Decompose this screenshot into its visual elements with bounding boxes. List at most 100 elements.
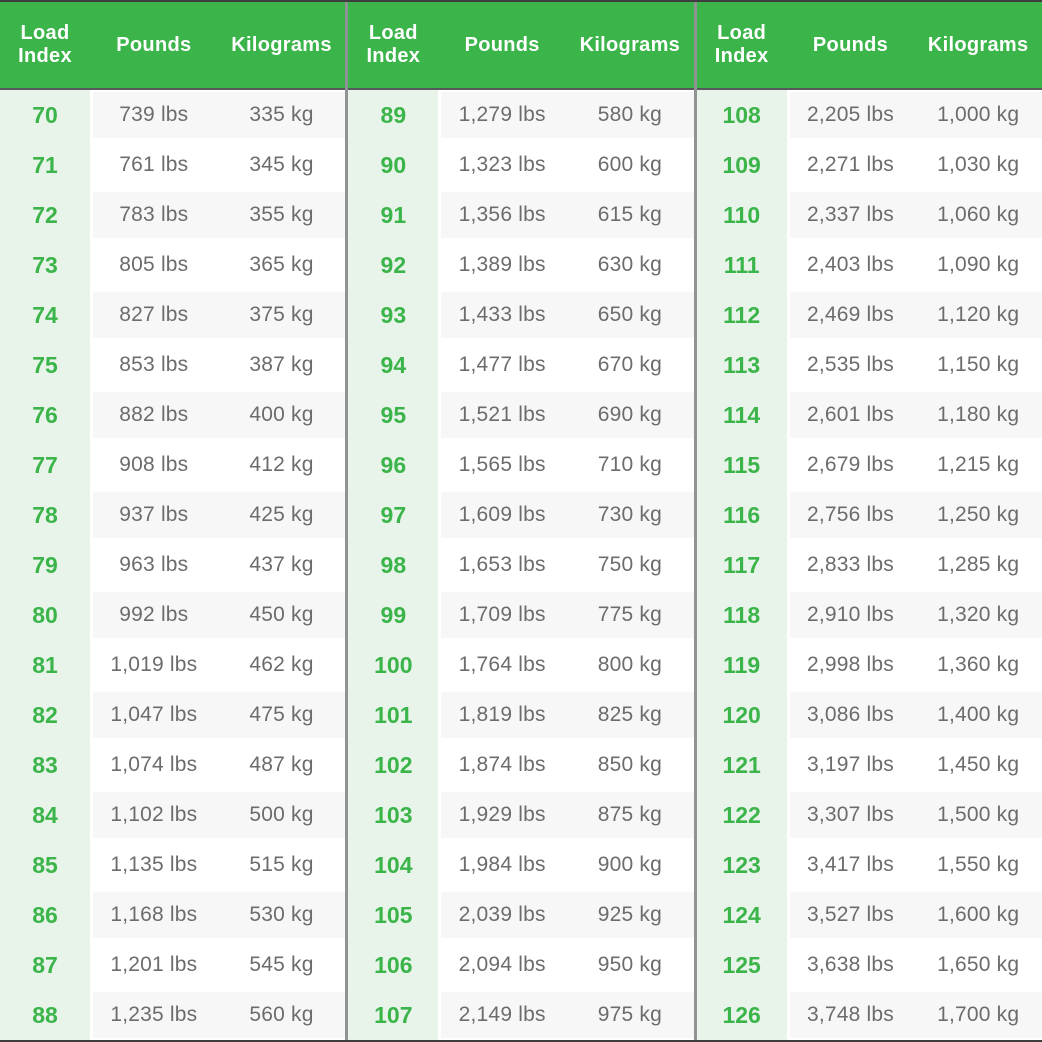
table-group-3: Load Index Pounds Kilograms 108 2,205 lbs…: [693, 2, 1042, 1040]
value-cells: 853 lbs 387 kg: [90, 340, 345, 390]
pounds-cell: 2,833 lbs: [806, 553, 894, 576]
pounds-cell: 761 lbs: [119, 153, 189, 176]
kilograms-cell: 335 kg: [249, 103, 314, 126]
value-cells: 1,047 lbs 475 kg: [90, 690, 346, 740]
load-index-cell: 79: [0, 540, 90, 590]
value-cells: 739 lbs 335 kg: [90, 90, 346, 140]
table-body: 70 739 lbs 335 kg 71 761 lbs 345 kg 72 783 lbs 3…: [0, 90, 346, 1040]
pounds-cell: 992 lbs: [119, 603, 189, 626]
kilograms-cell: 800 kg: [597, 653, 662, 676]
table-row: 106 2,094 lbs 950 kg: [348, 940, 693, 990]
header-pounds: Pounds: [116, 33, 192, 56]
pounds-cell: 783 lbs: [119, 203, 189, 226]
load-index-cell: 89: [348, 90, 439, 140]
kilograms-cell: 515 kg: [249, 853, 314, 876]
kilograms-cell: 825 kg: [597, 703, 662, 726]
value-cells: 3,307 lbs 1,500 kg: [786, 790, 1042, 840]
table-row: 99 1,709 lbs 775 kg: [348, 590, 694, 640]
kilograms-cell: 437 kg: [249, 553, 314, 576]
pounds-cell: 3,197 lbs: [806, 753, 894, 776]
pounds-cell: 2,205 lbs: [806, 103, 894, 126]
value-cells: 1,356 lbs 615 kg: [438, 190, 694, 240]
load-index-cell: 96: [348, 440, 439, 490]
value-cells: 2,205 lbs 1,000 kg: [786, 90, 1042, 140]
kilograms-cell: 400 kg: [249, 403, 314, 426]
load-index-cell: 100: [348, 640, 439, 690]
load-index-cell: 116: [696, 490, 787, 540]
table-row: 101 1,819 lbs 825 kg: [348, 690, 694, 740]
value-cells: 1,019 lbs 462 kg: [90, 640, 345, 690]
table-row: 97 1,609 lbs 730 kg: [348, 490, 694, 540]
value-cells: 3,197 lbs 1,450 kg: [787, 740, 1042, 790]
load-index-cell: 106: [348, 940, 439, 990]
table-row: 105 2,039 lbs 925 kg: [348, 890, 694, 940]
kilograms-cell: 545 kg: [249, 953, 314, 976]
load-index-cell: 114: [696, 390, 787, 440]
pounds-cell: 1,235 lbs: [110, 1003, 198, 1026]
load-index-cell: 108: [696, 90, 787, 140]
load-index-cell: 74: [0, 290, 90, 340]
table-row: 124 3,527 lbs 1,600 kg: [696, 890, 1042, 940]
load-index-cell: 95: [348, 390, 439, 440]
value-cells: 827 lbs 375 kg: [90, 290, 346, 340]
load-index-cell: 87: [0, 940, 90, 990]
table-row: 79 963 lbs 437 kg: [0, 540, 345, 590]
value-cells: 2,535 lbs 1,150 kg: [787, 340, 1042, 390]
load-index-cell: 126: [696, 990, 787, 1040]
kilograms-cell: 1,650 kg: [937, 953, 1020, 976]
kilograms-cell: 560 kg: [249, 1003, 314, 1026]
kilograms-cell: 1,400 kg: [937, 703, 1020, 726]
load-index-cell: 85: [0, 840, 90, 890]
table-row: 70 739 lbs 335 kg: [0, 90, 346, 140]
kilograms-cell: 580 kg: [597, 103, 662, 126]
table-row: 77 908 lbs 412 kg: [0, 440, 345, 490]
table-row: 72 783 lbs 355 kg: [0, 190, 346, 240]
pounds-cell: 2,149 lbs: [458, 1003, 546, 1026]
load-index-cell: 92: [348, 240, 439, 290]
load-index-cell: 121: [696, 740, 787, 790]
value-cells: 3,527 lbs 1,600 kg: [786, 890, 1042, 940]
load-index-cell: 90: [348, 140, 439, 190]
value-cells: 805 lbs 365 kg: [90, 240, 345, 290]
value-cells: 1,201 lbs 545 kg: [90, 940, 345, 990]
load-index-cell: 78: [0, 490, 90, 540]
kilograms-cell: 530 kg: [249, 903, 314, 926]
kilograms-cell: 1,600 kg: [937, 903, 1020, 926]
table-row: 91 1,356 lbs 615 kg: [348, 190, 694, 240]
pounds-cell: 1,389 lbs: [458, 253, 546, 276]
value-cells: 963 lbs 437 kg: [90, 540, 345, 590]
value-cells: 783 lbs 355 kg: [90, 190, 346, 240]
kilograms-cell: 1,700 kg: [937, 1003, 1020, 1026]
load-index-cell: 104: [348, 840, 439, 890]
header-kilograms: Kilograms: [231, 33, 332, 56]
pounds-cell: 3,748 lbs: [806, 1003, 894, 1026]
value-cells: 992 lbs 450 kg: [90, 590, 346, 640]
value-cells: 2,149 lbs 975 kg: [438, 990, 694, 1040]
kilograms-cell: 1,450 kg: [937, 753, 1020, 776]
pounds-cell: 2,679 lbs: [806, 453, 894, 476]
pounds-cell: 2,998 lbs: [806, 653, 894, 676]
kilograms-cell: 1,060 kg: [937, 203, 1020, 226]
value-cells: 2,337 lbs 1,060 kg: [786, 190, 1042, 240]
pounds-cell: 2,039 lbs: [458, 903, 546, 926]
table-row: 92 1,389 lbs 630 kg: [348, 240, 693, 290]
kilograms-cell: 630 kg: [597, 253, 662, 276]
value-cells: 1,074 lbs 487 kg: [90, 740, 345, 790]
value-cells: 1,477 lbs 670 kg: [438, 340, 693, 390]
load-index-cell: 84: [0, 790, 90, 840]
pounds-cell: 739 lbs: [119, 103, 189, 126]
pounds-cell: 1,356 lbs: [458, 203, 546, 226]
table-row: 74 827 lbs 375 kg: [0, 290, 346, 340]
kilograms-cell: 730 kg: [597, 503, 662, 526]
kilograms-cell: 875 kg: [597, 803, 662, 826]
kilograms-cell: 750 kg: [597, 553, 662, 576]
table-row: 118 2,910 lbs 1,320 kg: [696, 590, 1042, 640]
value-cells: 3,086 lbs 1,400 kg: [786, 690, 1042, 740]
pounds-cell: 2,601 lbs: [806, 403, 894, 426]
table-row: 125 3,638 lbs 1,650 kg: [696, 940, 1042, 990]
pounds-cell: 2,094 lbs: [458, 953, 546, 976]
load-index-cell: 122: [696, 790, 787, 840]
pounds-cell: 963 lbs: [119, 553, 189, 576]
pounds-cell: 1,874 lbs: [458, 753, 546, 776]
